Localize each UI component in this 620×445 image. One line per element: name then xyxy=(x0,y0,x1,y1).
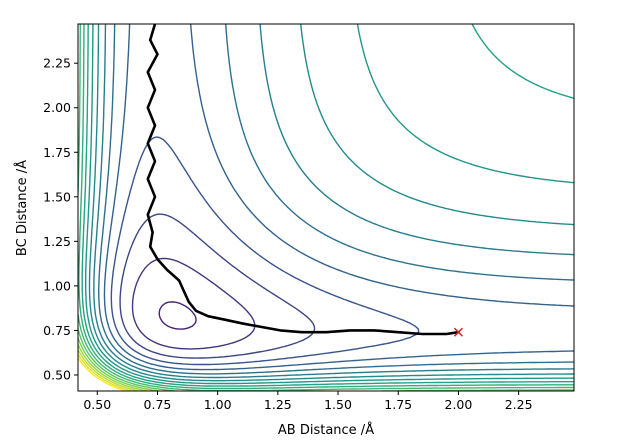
x-axis-ticks: 0.50 0.75 1.00 1.25 1.50 1.75 2.00 2.25 xyxy=(83,391,533,412)
trajectory-line xyxy=(146,24,460,336)
contour-line xyxy=(119,213,316,359)
x-tick-label: 0.50 xyxy=(83,397,111,412)
y-tick-label: 1.25 xyxy=(43,234,71,249)
x-tick-label: 2.25 xyxy=(505,397,533,412)
end-marker-group xyxy=(453,327,463,337)
plot-frame xyxy=(77,23,575,392)
y-axis-ticks: 0.50 0.75 1.00 1.25 1.50 1.75 2.00 2.25 xyxy=(43,56,78,382)
y-tick-label: 1.50 xyxy=(43,189,71,204)
contour-line xyxy=(98,24,574,375)
contour-line xyxy=(85,24,574,385)
y-tick-label: 2.00 xyxy=(43,100,71,115)
y-tick-label: 0.50 xyxy=(43,367,71,382)
contour-line xyxy=(103,24,574,371)
x-tick-label: 1.00 xyxy=(204,397,232,412)
y-tick-label: 1.75 xyxy=(43,145,71,160)
y-tick-label: 0.75 xyxy=(43,323,71,338)
x-tick-label: 0.75 xyxy=(144,397,172,412)
contour-lines xyxy=(78,24,574,391)
contour-line xyxy=(88,24,574,382)
end-marker-stroke xyxy=(453,327,463,337)
trajectory-group xyxy=(146,24,460,336)
contour-line xyxy=(78,24,574,390)
x-axis-label: AB Distance /Å xyxy=(278,422,374,438)
y-tick-label: 2.25 xyxy=(43,56,71,71)
contour-line xyxy=(131,257,256,350)
contour-line xyxy=(81,24,574,387)
y-tick-label: 1.00 xyxy=(43,278,71,293)
x-tick-label: 2.00 xyxy=(445,397,473,412)
x-tick-label: 1.50 xyxy=(324,397,352,412)
contour-line xyxy=(93,24,574,379)
x-tick-label: 1.25 xyxy=(264,397,292,412)
x-tick-label: 1.75 xyxy=(384,397,412,412)
contour-line xyxy=(110,136,420,366)
contour-line xyxy=(158,301,197,330)
y-axis-label: BC Distance /Å xyxy=(14,160,30,256)
